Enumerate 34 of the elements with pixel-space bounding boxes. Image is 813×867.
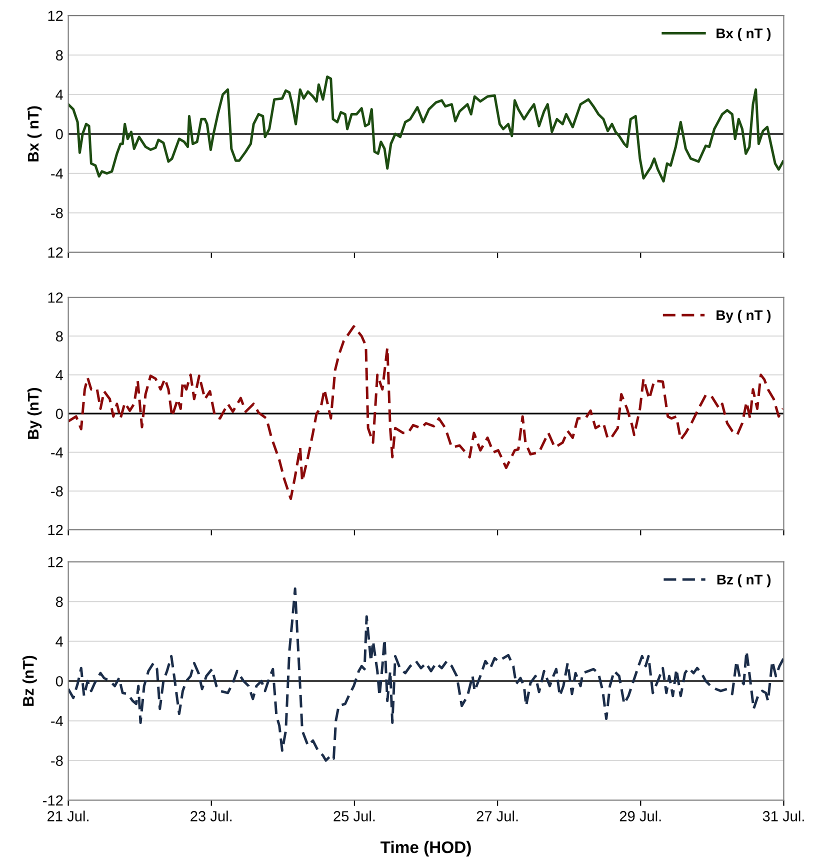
x-axis-title: Time (HOD): [380, 840, 471, 856]
x-tick-label: 27 Jul.: [476, 810, 518, 822]
x-tick-label: 23 Jul.: [190, 810, 232, 822]
y-tick-label: -4: [51, 716, 64, 726]
y-tick-label: 12: [48, 524, 63, 536]
y-tick-label: 4: [56, 370, 64, 380]
y-tick-label: -4: [51, 168, 64, 179]
legend-label: By ( nT ): [716, 310, 771, 323]
y-tick-label: -8: [51, 208, 63, 218]
y-tick-label: 12: [48, 10, 63, 21]
x-tick-label: 25 Jul.: [334, 810, 375, 822]
y-axis-title: Bz (nT): [22, 656, 37, 706]
y-tick-label: -4: [51, 448, 64, 458]
y-tick-label: 8: [56, 596, 63, 607]
y-tick-label: 4: [56, 90, 64, 100]
x-tick-label: 29 Jul.: [620, 810, 661, 822]
y-tick-label: 8: [56, 50, 63, 60]
y-tick-label: 0: [56, 129, 63, 140]
y-tick-label: -12: [43, 795, 63, 806]
x-tick-label: 21 Jul.: [48, 810, 88, 822]
y-tick-label: 8: [56, 331, 63, 342]
y-axis-title: By (nT): [27, 388, 42, 439]
y-tick-label: 0: [56, 408, 63, 419]
x-tick-label: 31 Jul.: [762, 810, 804, 822]
y-tick-label: -8: [51, 756, 63, 766]
y-tick-label: -8: [51, 486, 63, 496]
y-tick-label: 12: [48, 247, 63, 258]
y-tick-label: 0: [56, 676, 63, 686]
y-tick-label: 12: [48, 292, 63, 303]
y-tick-label: 12: [48, 556, 63, 568]
y-axis-title: Bx ( nT): [27, 106, 42, 162]
legend-label: Bx ( nT ): [716, 28, 771, 42]
y-tick-label: 4: [56, 636, 64, 647]
legend-label: Bz ( nT ): [717, 574, 771, 588]
